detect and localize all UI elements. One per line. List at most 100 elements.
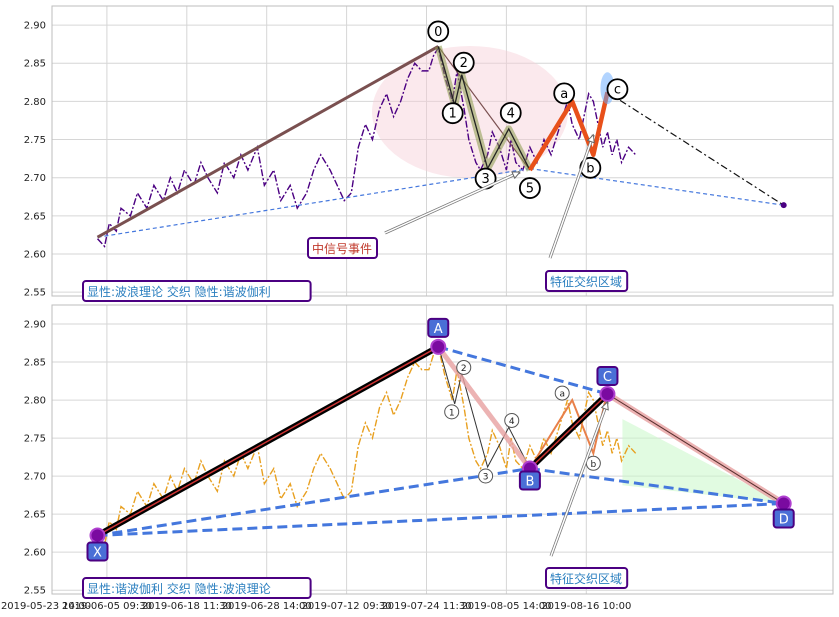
- price-series-line: [96, 46, 637, 248]
- trend-line-right: [529, 167, 784, 206]
- plot-frame: [51, 5, 834, 297]
- harmonic-label-box-X: [86, 541, 109, 562]
- hidden-wave-circle-a: [554, 385, 570, 401]
- signal-arrow-head: [511, 171, 521, 180]
- y-tick-label: 2.90: [24, 320, 46, 331]
- harmonic-label-B: B: [525, 475, 534, 490]
- hidden-wave-label-a: a: [559, 390, 565, 400]
- x-tick-label: 2019-06-28 14:00: [222, 601, 312, 612]
- y-tick-label: 2.70: [24, 472, 46, 483]
- trend-line-lower: [97, 167, 530, 238]
- wave-label-circle-a: [553, 82, 576, 105]
- wave-leg-0-5: [437, 46, 531, 171]
- wave-label-b: b: [586, 161, 594, 176]
- y-tick-label: 2.75: [24, 135, 46, 146]
- harmonic-label-A: A: [434, 322, 443, 337]
- impulse-wave-line: [437, 46, 531, 171]
- wave-label-3: 3: [481, 172, 489, 187]
- wave-label-5: 5: [526, 182, 534, 197]
- x-tick-label: 2019-07-24 11:30: [381, 601, 471, 612]
- signal-event-label-box: [307, 237, 378, 259]
- harmonic-label-X: X: [93, 545, 102, 560]
- green-projection-region: [622, 419, 784, 504]
- wave-label-2: 2: [460, 56, 468, 71]
- signal-arrow-inner: [384, 171, 521, 234]
- cross-region-arrow-top-head: [586, 133, 595, 144]
- y-tick-label: 2.75: [24, 434, 46, 445]
- y-tick-label: 2.55: [24, 586, 46, 597]
- harmonic-label-D: D: [779, 512, 789, 527]
- harmonic-label-box-A: [427, 317, 450, 338]
- x-tick-label: 2019-06-05 09:30: [62, 601, 152, 612]
- price-series-line: [96, 345, 637, 547]
- y-tick-label: 2.80: [24, 396, 46, 407]
- y-tick-label: 2.65: [24, 211, 46, 222]
- y-tick-label: 2.55: [24, 288, 46, 299]
- harmonic-x-a-inner: [97, 346, 439, 537]
- wave-label-circle-4: [499, 101, 522, 124]
- harmonic-marker-C: [599, 385, 616, 402]
- hidden-wave-label-1: 1: [449, 408, 455, 418]
- hidden-wave-line: [437, 345, 531, 469]
- harmonic-label-C: C: [603, 370, 612, 385]
- y-tick-label: 2.60: [24, 250, 46, 261]
- wave-label-1: 1: [449, 107, 457, 122]
- projection-end-marker: [780, 202, 787, 209]
- harmonic-marker-A: [430, 338, 447, 355]
- cross-region-label-top: 特征交织区域: [550, 274, 622, 289]
- cross-region-label-bottom: 特征交织区域: [550, 571, 622, 586]
- projection-line: [607, 91, 785, 206]
- bottom-panel-caption: 显性:谐波伽利 交织 隐性:波浪理论: [87, 581, 271, 596]
- wave-label-circle-0: [427, 20, 450, 43]
- panel-bottom: 2.55 2.60 2.65 2.70 2.75 2.80 2.85 2.90 1 2 3 4 a b X A…: [24, 304, 834, 599]
- harmonic-x-b: [97, 467, 531, 537]
- wave-leg-0: [96, 45, 439, 239]
- panel-top: 2.55 2.60 2.65 2.70 2.75 2.80 2.85 2.90 0 1 2 3 4 5 a b…: [24, 5, 834, 302]
- harmonic-label-box-B: [518, 470, 541, 491]
- hidden-wave-label-3: 3: [483, 472, 489, 482]
- corrective-wave-abc: [527, 91, 610, 172]
- harmonic-label-box-C: [596, 365, 619, 386]
- cross-region-arrow-bottom-head: [600, 400, 609, 411]
- harmonic-marker-D: [775, 495, 792, 512]
- y-tick-label: 2.60: [24, 548, 46, 559]
- harmonic-x-d: [97, 501, 784, 537]
- plot-frame: [51, 304, 834, 595]
- harmonic-label-box-D: [772, 508, 795, 529]
- hidden-wave-circle-2: [456, 359, 472, 375]
- wave-label-circle-2: [452, 51, 475, 74]
- hidden-wave-circle-4: [504, 412, 520, 428]
- x-tick-label: 2019-08-05 14:00: [461, 601, 551, 612]
- wave-label-a: a: [560, 87, 568, 102]
- y-tick-label: 2.80: [24, 97, 46, 108]
- wave-label-circle-c: [606, 78, 629, 101]
- cross-region-arrow-bottom-inner: [550, 401, 609, 557]
- x-tick-label: 2019-06-18 11:30: [142, 601, 232, 612]
- wave-label-circle-5: [519, 177, 541, 199]
- signal-event-label: 中信号事件: [312, 241, 372, 256]
- hidden-wave-label-4: 4: [509, 417, 515, 427]
- wave-label-c: c: [614, 83, 621, 98]
- x-tick-label: 2019-05-23 14:00: [1, 601, 91, 612]
- wave-label-0: 0: [434, 25, 442, 40]
- bottom-panel-caption-box: [82, 577, 312, 599]
- hidden-wave-circle-1: [444, 404, 460, 420]
- y-tick-label: 2.65: [24, 510, 46, 521]
- a-b-shade: [436, 345, 532, 471]
- c-d-line: [607, 393, 784, 504]
- top-panel-caption-box: [82, 280, 312, 302]
- y-tick-label: 2.90: [24, 21, 46, 32]
- harmonic-b-d: [529, 467, 784, 505]
- harmonic-marker-X: [89, 527, 106, 544]
- hidden-wave-circle-3: [478, 468, 494, 484]
- y-tick-label: 2.85: [24, 59, 46, 70]
- hidden-wave-label-b: b: [590, 460, 596, 470]
- hidden-wave-label-2: 2: [461, 364, 467, 374]
- x-tick-label: 2019-08-16 10:00: [541, 601, 631, 612]
- x-tick-label: 2019-07-12 09:30: [302, 601, 392, 612]
- top-panel-caption: 显性:波浪理论 交织 隐性:谐波伽利: [87, 284, 271, 299]
- wave-label-4: 4: [507, 106, 515, 121]
